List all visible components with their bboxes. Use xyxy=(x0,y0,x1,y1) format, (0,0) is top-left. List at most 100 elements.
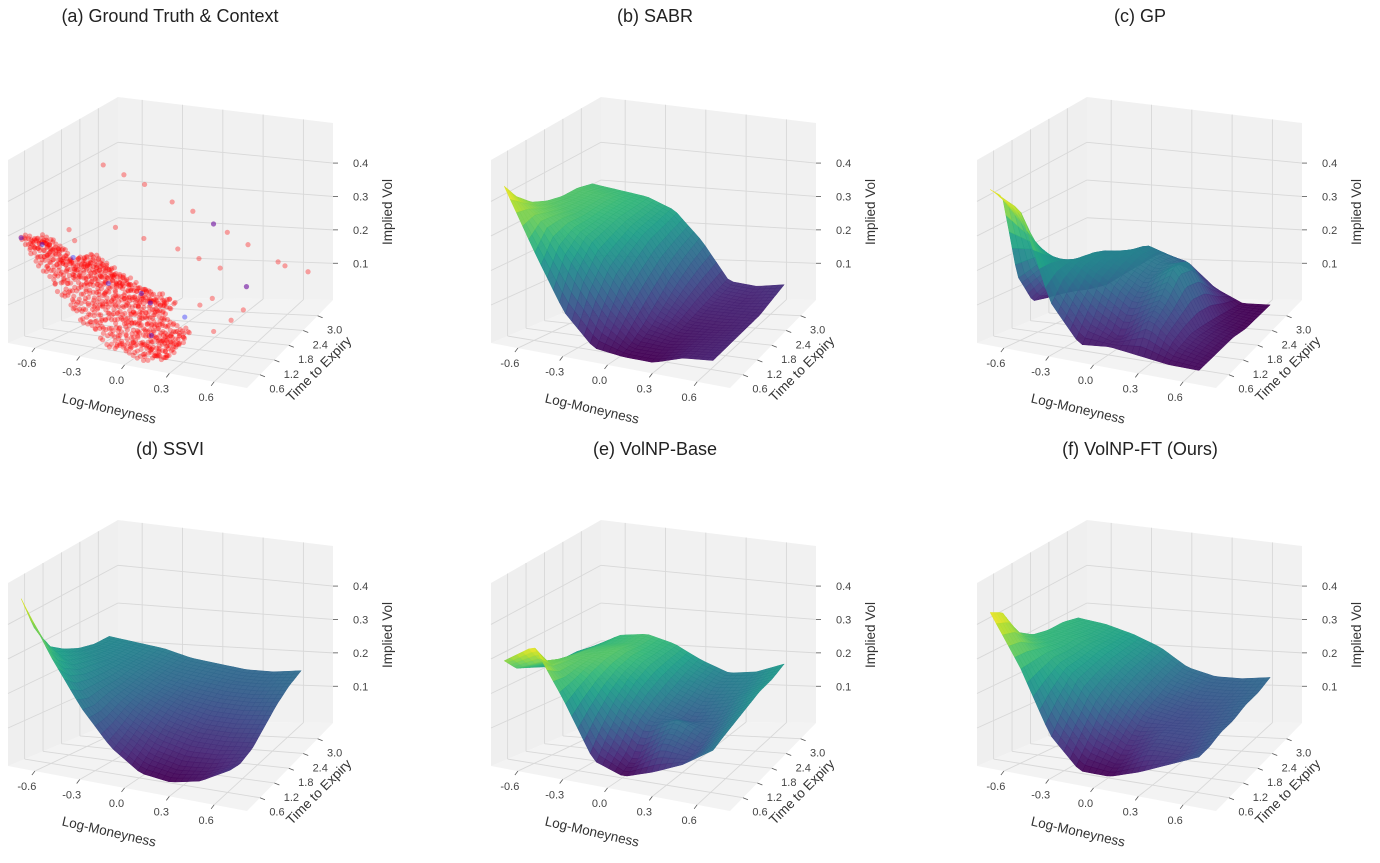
y-tick-mark xyxy=(303,330,308,332)
ground-truth-point xyxy=(181,340,186,345)
ground-truth-point xyxy=(163,311,168,316)
z-tick-label: 0.4 xyxy=(353,158,368,170)
ground-truth-point xyxy=(133,312,138,317)
ground-truth-point xyxy=(65,251,70,256)
context-point xyxy=(39,242,44,247)
y-tick-mark xyxy=(318,316,323,318)
y-tick-mark xyxy=(289,768,294,770)
ground-truth-point xyxy=(100,258,105,263)
x-axis-label: Log-Moneyness xyxy=(61,391,158,427)
context-point xyxy=(71,255,76,260)
ground-truth-point xyxy=(171,350,176,355)
ground-truth-point xyxy=(160,291,165,296)
ground-truth-point xyxy=(32,250,37,255)
x-tick-mark xyxy=(166,373,169,377)
ground-truth-point xyxy=(276,259,281,264)
x-tick-label: -0.6 xyxy=(500,781,519,793)
x-tick-mark xyxy=(1091,365,1094,369)
x-axis-label: Log-Moneyness xyxy=(544,814,641,850)
panel-f: -0.6-0.30.00.30.60.61.21.82.43.00.10.20.… xyxy=(977,520,1364,850)
x-tick-label: 0.0 xyxy=(109,375,124,387)
z-axis-label: Implied Vol xyxy=(863,179,878,245)
panel-title: (c) GP xyxy=(1114,6,1166,26)
ground-truth-point xyxy=(128,275,133,280)
z-tick-label: 0.4 xyxy=(1322,158,1337,170)
z-tick-label: 0.4 xyxy=(353,581,368,593)
x-tick-mark xyxy=(649,373,652,377)
z-axis-label: Implied Vol xyxy=(863,602,878,668)
panel-title: (f) VolNP-FT (Ours) xyxy=(1062,439,1218,459)
y-tick-label: 2.4 xyxy=(313,339,328,351)
ground-truth-point xyxy=(136,335,141,340)
panel-e: -0.6-0.30.00.30.60.61.21.82.43.00.10.20.… xyxy=(491,520,878,850)
x-tick-label: -0.6 xyxy=(17,358,36,370)
x-tick-label: -0.3 xyxy=(62,367,81,379)
ground-truth-point xyxy=(83,307,88,312)
y-tick-label: 3.0 xyxy=(810,325,825,337)
x-axis-label: Log-Moneyness xyxy=(61,814,158,850)
ground-truth-point xyxy=(56,264,61,269)
x-tick-mark xyxy=(211,382,214,386)
x-tick-mark xyxy=(605,788,608,792)
z-tick-label: 0.1 xyxy=(836,258,851,270)
ground-truth-point xyxy=(210,296,215,301)
panel-title: (a) Ground Truth & Context xyxy=(61,6,278,26)
ground-truth-point xyxy=(53,281,58,286)
z-tick-label: 0.1 xyxy=(836,681,851,693)
panel-title: (b) SABR xyxy=(617,6,693,26)
x-tick-mark xyxy=(515,348,518,352)
ground-truth-point xyxy=(145,358,150,363)
context-point xyxy=(244,284,249,289)
x-tick-label: 0.3 xyxy=(1123,383,1138,395)
ground-truth-point xyxy=(218,265,223,270)
x-axis-label: Log-Moneyness xyxy=(1030,391,1127,427)
y-tick-label: 1.8 xyxy=(298,777,313,789)
y-tick-label: 1.8 xyxy=(781,777,796,789)
z-tick-label: 0.3 xyxy=(353,614,368,626)
z-tick-label: 0.3 xyxy=(836,614,851,626)
panel-title: (e) VolNP-Base xyxy=(593,439,717,459)
x-tick-label: 0.6 xyxy=(681,392,696,404)
ground-truth-point xyxy=(134,280,139,285)
ground-truth-point xyxy=(112,265,117,270)
x-tick-mark xyxy=(211,805,214,809)
ground-truth-point xyxy=(92,295,97,300)
y-tick-mark xyxy=(786,753,791,755)
z-tick-label: 0.2 xyxy=(353,648,368,660)
y-tick-mark xyxy=(260,375,265,377)
y-tick-mark xyxy=(274,360,279,362)
x-tick-label: -0.3 xyxy=(545,367,564,379)
ground-truth-point xyxy=(282,263,287,268)
y-tick-mark xyxy=(786,330,791,332)
context-point xyxy=(182,314,187,319)
ground-truth-point xyxy=(113,225,118,230)
z-tick-label: 0.3 xyxy=(836,191,851,203)
ground-truth-point xyxy=(197,302,202,307)
y-tick-mark xyxy=(318,739,323,741)
x-tick-label: -0.3 xyxy=(545,790,564,802)
y-tick-mark xyxy=(1258,345,1263,347)
x-tick-mark xyxy=(694,805,697,809)
y-tick-mark xyxy=(772,768,777,770)
ground-truth-point xyxy=(245,242,250,247)
y-tick-mark xyxy=(260,798,265,800)
x-tick-mark xyxy=(122,365,125,369)
y-tick-label: 3.0 xyxy=(1296,325,1311,337)
z-tick-label: 0.1 xyxy=(353,681,368,693)
ground-truth-point xyxy=(211,329,216,334)
x-tick-label: -0.6 xyxy=(17,781,36,793)
ground-truth-point xyxy=(187,330,192,335)
ground-truth-point xyxy=(170,199,175,204)
z-tick-label: 0.2 xyxy=(836,648,851,660)
z-tick-label: 0.2 xyxy=(836,225,851,237)
y-tick-mark xyxy=(743,798,748,800)
x-tick-label: -0.3 xyxy=(62,790,81,802)
context-point xyxy=(19,235,24,240)
ground-truth-point xyxy=(173,300,178,305)
ground-truth-point xyxy=(53,252,58,257)
z-tick-label: 0.2 xyxy=(353,225,368,237)
y-tick-label: 2.4 xyxy=(313,762,328,774)
x-tick-label: 0.0 xyxy=(1078,375,1093,387)
x-tick-mark xyxy=(694,382,697,386)
